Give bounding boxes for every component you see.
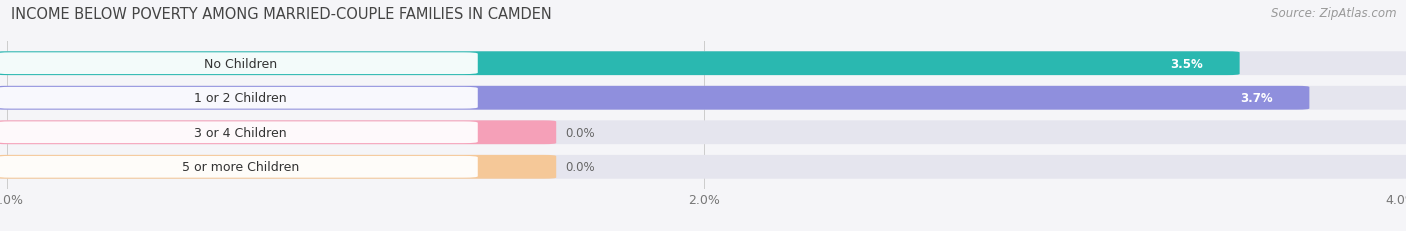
FancyBboxPatch shape [0, 52, 1240, 76]
FancyBboxPatch shape [0, 52, 1406, 76]
FancyBboxPatch shape [0, 156, 478, 178]
FancyBboxPatch shape [0, 53, 478, 75]
FancyBboxPatch shape [0, 122, 478, 143]
FancyBboxPatch shape [0, 155, 1406, 179]
FancyBboxPatch shape [0, 121, 1406, 145]
FancyBboxPatch shape [0, 155, 557, 179]
Text: 1 or 2 Children: 1 or 2 Children [194, 92, 287, 105]
Text: No Children: No Children [204, 58, 277, 70]
Text: 3.5%: 3.5% [1170, 58, 1204, 70]
Text: 3.7%: 3.7% [1240, 92, 1272, 105]
Text: 3 or 4 Children: 3 or 4 Children [194, 126, 287, 139]
Text: 5 or more Children: 5 or more Children [181, 161, 299, 173]
Text: Source: ZipAtlas.com: Source: ZipAtlas.com [1271, 7, 1396, 20]
Text: INCOME BELOW POVERTY AMONG MARRIED-COUPLE FAMILIES IN CAMDEN: INCOME BELOW POVERTY AMONG MARRIED-COUPL… [11, 7, 553, 22]
FancyBboxPatch shape [0, 86, 1309, 110]
Text: 0.0%: 0.0% [565, 161, 595, 173]
FancyBboxPatch shape [0, 88, 478, 109]
Text: 0.0%: 0.0% [565, 126, 595, 139]
FancyBboxPatch shape [0, 121, 557, 145]
FancyBboxPatch shape [0, 86, 1406, 110]
